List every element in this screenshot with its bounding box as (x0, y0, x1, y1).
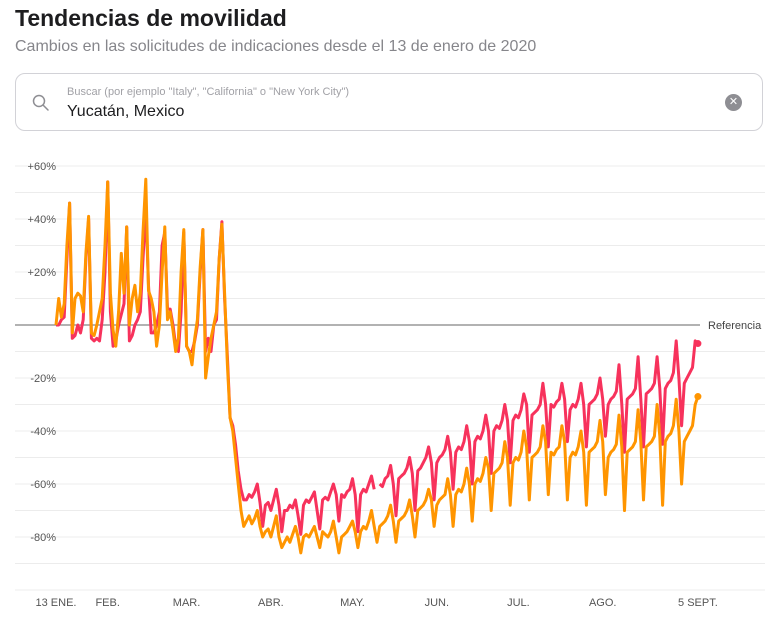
y-tick-label: -40% (30, 426, 56, 438)
x-tick-label: JUL. (507, 597, 530, 609)
search-field[interactable]: Buscar (por ejemplo "Italy", "California… (15, 73, 763, 131)
x-tick-label: 13 ENE. (36, 597, 77, 609)
series-line-2 (54, 177, 700, 555)
mobility-chart: Referencia +60%+40%+20%-20%-40%-60%-80% … (15, 161, 765, 609)
page-subtitle: Cambios en las solicitudes de indicacion… (15, 38, 537, 55)
x-tick-label: ABR. (258, 597, 284, 609)
y-tick-label: +60% (28, 161, 57, 173)
y-tick-label: +20% (28, 267, 57, 279)
y-tick-label: -80% (30, 532, 56, 544)
x-tick-label: 5 SEPT. (678, 597, 718, 609)
search-input[interactable]: Yucatán, Mexico (67, 103, 185, 120)
x-tick-label: JUN. (425, 597, 449, 609)
baseline-label: Referencia (708, 320, 762, 332)
y-tick-label: -60% (30, 479, 56, 491)
y-tick-label: +40% (28, 214, 57, 226)
search-placeholder: Buscar (por ejemplo "Italy", "California… (67, 86, 350, 98)
x-tick-label: AGO. (589, 597, 617, 609)
x-tick-label: FEB. (95, 597, 119, 609)
series-end-point-1 (694, 340, 702, 348)
clear-icon[interactable]: ✕ (725, 94, 742, 111)
x-tick-label: MAY. (340, 597, 365, 609)
page-title: Tendencias de movilidad (15, 5, 287, 31)
series-line-1 (56, 180, 699, 536)
y-tick-label: -20% (30, 373, 56, 385)
search-icon (32, 94, 50, 117)
series-end-point-2 (694, 393, 702, 401)
x-tick-label: MAR. (173, 597, 201, 609)
